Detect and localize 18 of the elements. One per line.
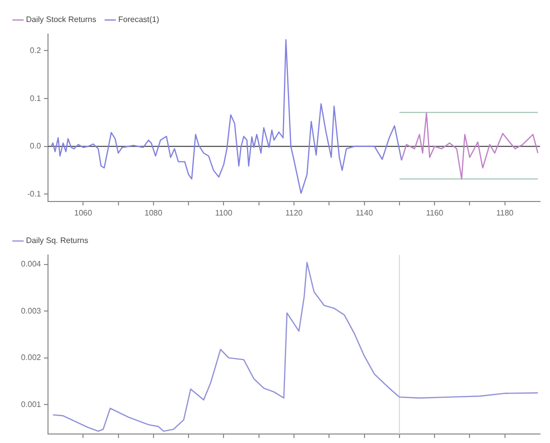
x-tick-label: 1140 [356, 208, 374, 218]
y-tick-label: 0.002 [20, 353, 42, 362]
x-tick-label: 1160 [426, 208, 444, 218]
legend-label: Forecast(1) [118, 15, 160, 24]
y-tick-label: 0.0 [30, 142, 42, 151]
y-tick-label: 0.001 [20, 400, 42, 409]
x-tick-label: 1060 [74, 208, 93, 218]
x-tick-label: 1100 [215, 208, 233, 218]
legend-label: Daily Sq. Returns [26, 236, 88, 246]
legend-label: Daily Stock Returns [26, 15, 96, 24]
y-tick-label: -0.1 [27, 189, 42, 198]
y-tick-label: 0.004 [20, 260, 42, 269]
x-tick-label: 1080 [144, 208, 163, 218]
y-tick-label: 0.1 [30, 94, 42, 103]
y-tick-label: 0.2 [30, 46, 42, 55]
x-tick-label: 1120 [285, 208, 304, 218]
y-tick-label: 0.003 [20, 306, 42, 316]
x-tick-label: 1180 [496, 208, 514, 218]
